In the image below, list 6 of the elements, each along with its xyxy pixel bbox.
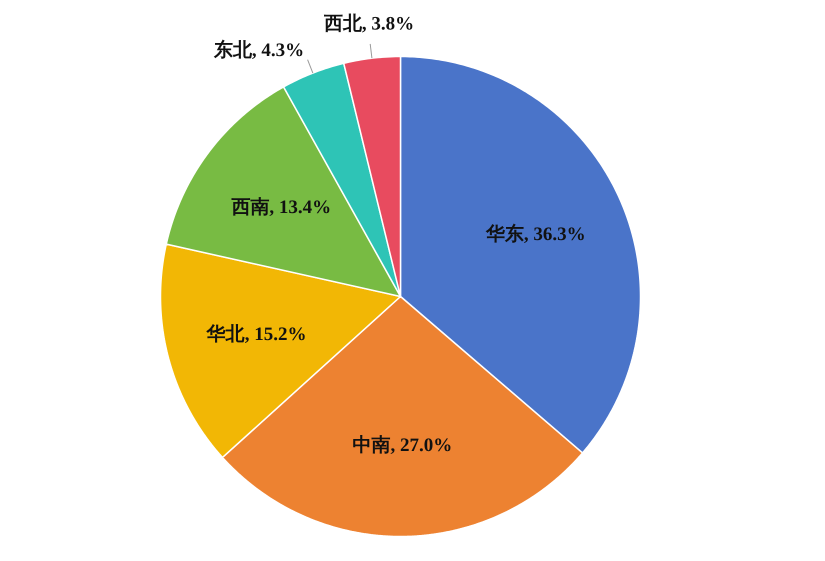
slice-label: 东北, 4.3%: [212, 39, 304, 62]
slice-label: 中南, 27.0%: [352, 434, 452, 456]
slice-label: 华东, 36.3%: [484, 222, 586, 245]
slice-label: 华北, 15.2%: [206, 322, 306, 345]
slice-label: 西北, 3.8%: [322, 12, 414, 34]
slice-label: 西南, 13.4%: [230, 196, 332, 218]
